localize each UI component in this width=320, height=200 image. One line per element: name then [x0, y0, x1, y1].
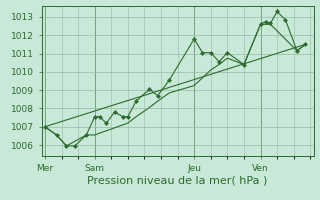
X-axis label: Pression niveau de la mer( hPa ): Pression niveau de la mer( hPa ) — [87, 175, 268, 185]
